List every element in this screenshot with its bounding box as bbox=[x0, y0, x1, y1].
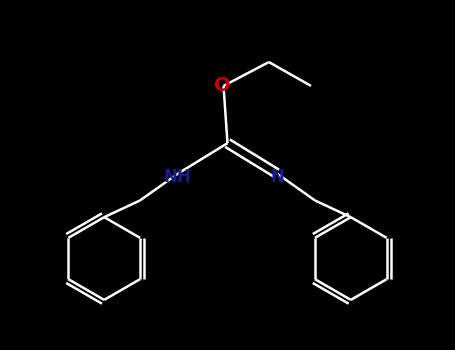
Text: O: O bbox=[213, 76, 230, 94]
Text: NH: NH bbox=[163, 168, 191, 186]
Text: N: N bbox=[271, 168, 284, 186]
